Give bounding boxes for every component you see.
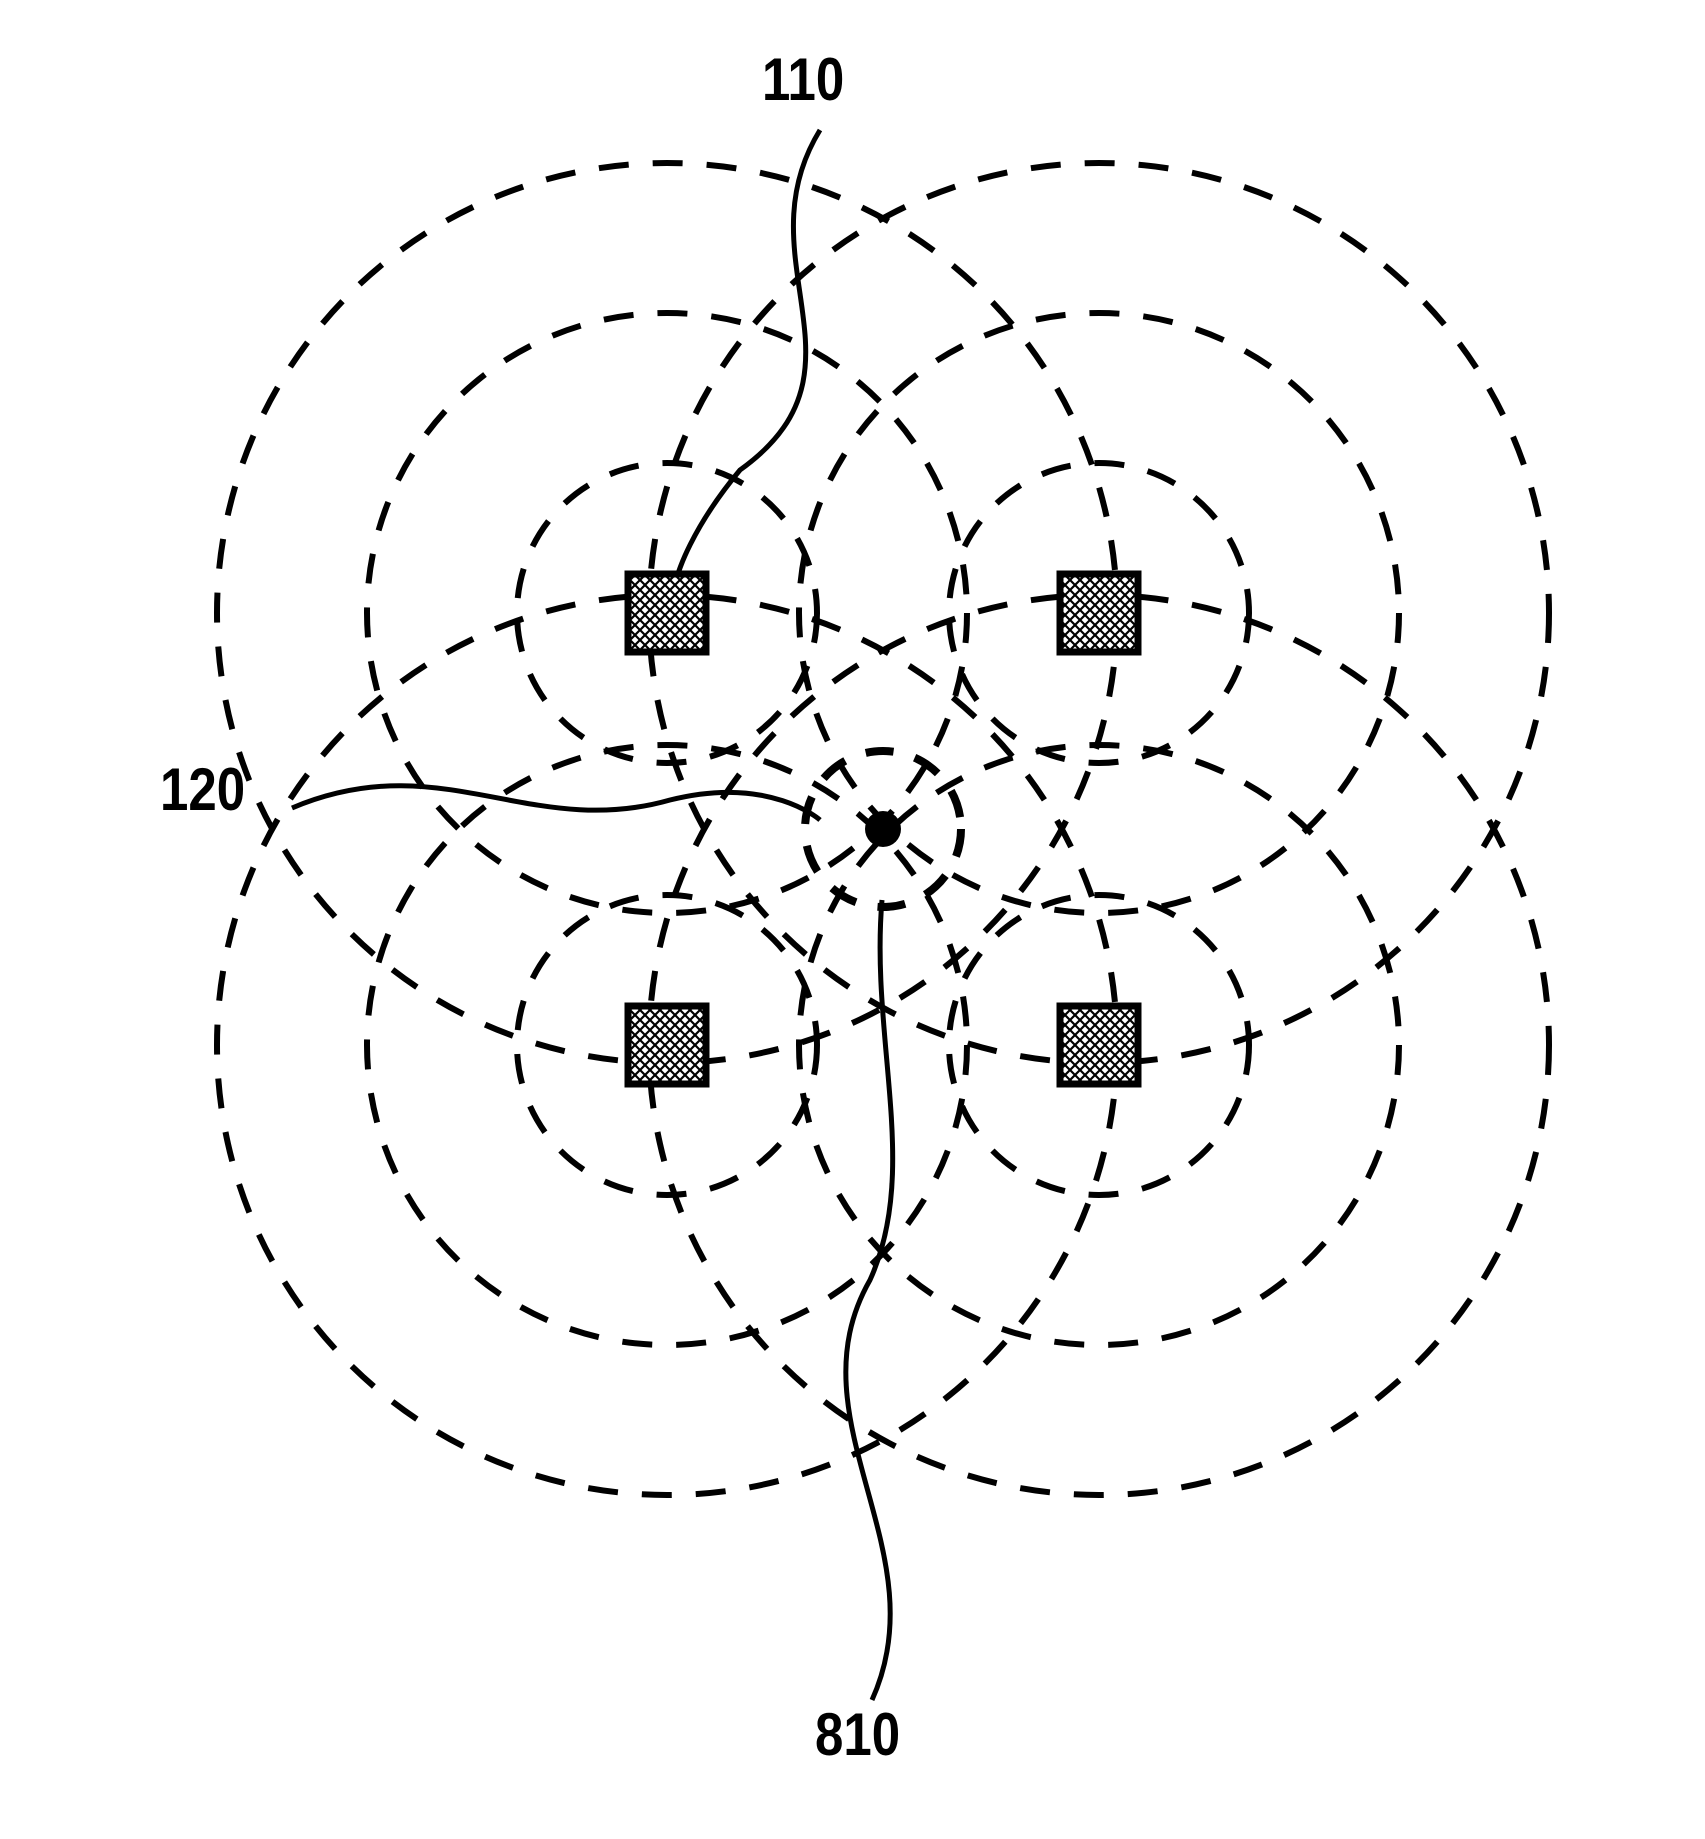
node-tl [628,574,706,652]
leader-120 [292,786,820,820]
center-dot [865,811,901,847]
diagram-canvas: 110 120 810 [0,0,1705,1839]
leader-group [292,130,893,1700]
node-tr [1060,574,1138,652]
node-br [1060,1006,1138,1084]
label-810: 810 [815,1700,900,1769]
node-bl [628,1006,706,1084]
diagram-svg [0,0,1705,1839]
label-120: 120 [160,755,245,824]
label-110: 110 [762,45,844,114]
leader-110 [678,130,820,574]
